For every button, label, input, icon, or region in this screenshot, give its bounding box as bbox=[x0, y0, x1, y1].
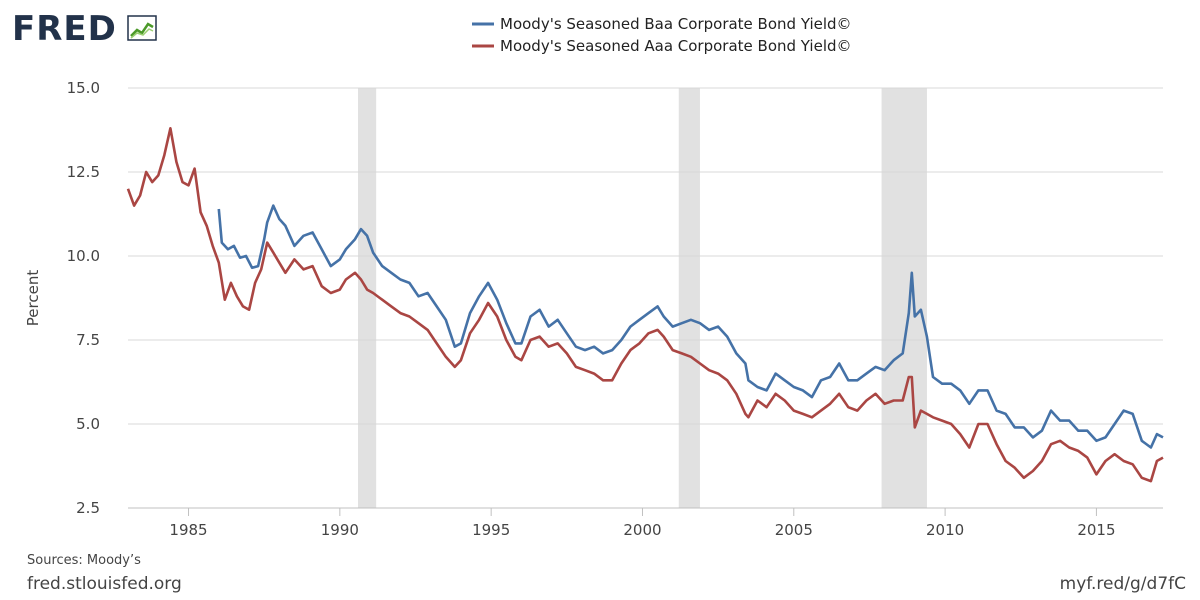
recession-bands bbox=[358, 88, 927, 508]
recession-band bbox=[678, 88, 700, 508]
legend-item-aaa[interactable]: Moody's Seasoned Aaa Corporate Bond Yiel… bbox=[472, 37, 852, 55]
recession-band bbox=[358, 88, 377, 508]
sources-note: Sources: Moody’s bbox=[27, 553, 141, 568]
recession-band bbox=[881, 88, 927, 508]
x-tick-label: 1995 bbox=[472, 521, 510, 539]
y-tick-label: 5.0 bbox=[76, 415, 100, 433]
x-tick-label: 2005 bbox=[775, 521, 813, 539]
x-tick-label: 1990 bbox=[321, 521, 359, 539]
x-tick-label: 2000 bbox=[623, 521, 661, 539]
chart-logo-icon bbox=[127, 15, 157, 41]
fred-logo[interactable]: FRED bbox=[12, 9, 157, 49]
fred-logo-text: FRED bbox=[12, 9, 117, 49]
legend-label-aaa: Moody's Seasoned Aaa Corporate Bond Yiel… bbox=[500, 37, 852, 55]
grid-lines bbox=[128, 87, 1163, 509]
x-tick-label: 2010 bbox=[926, 521, 964, 539]
x-tick-label: 1985 bbox=[169, 521, 207, 539]
x-tick-label: 2015 bbox=[1077, 521, 1115, 539]
y-tick-label: 10.0 bbox=[67, 247, 100, 265]
site-link[interactable]: fred.stlouisfed.org bbox=[27, 574, 182, 594]
short-url-link[interactable]: myf.red/g/d7fC bbox=[1059, 574, 1186, 594]
y-tick-label: 15.0 bbox=[67, 79, 100, 97]
y-tick-label: 2.5 bbox=[76, 499, 100, 517]
legend-label-baa: Moody's Seasoned Baa Corporate Bond Yiel… bbox=[500, 15, 852, 33]
y-axis-ticks: 2.5 5.0 7.5 10.0 12.5 15.0 bbox=[67, 79, 100, 517]
y-tick-label: 12.5 bbox=[67, 163, 100, 181]
legend-item-baa[interactable]: Moody's Seasoned Baa Corporate Bond Yiel… bbox=[472, 15, 852, 33]
x-axis-ticks: 1985 1990 1995 2000 2005 2010 2015 bbox=[169, 508, 1116, 539]
series-lines bbox=[126, 127, 1164, 483]
y-axis-title: Percent bbox=[24, 270, 42, 327]
series-line-baa bbox=[217, 204, 1164, 449]
series-line-aaa bbox=[126, 127, 1164, 483]
y-tick-label: 7.5 bbox=[76, 331, 100, 349]
legend: Moody's Seasoned Baa Corporate Bond Yiel… bbox=[472, 15, 852, 55]
